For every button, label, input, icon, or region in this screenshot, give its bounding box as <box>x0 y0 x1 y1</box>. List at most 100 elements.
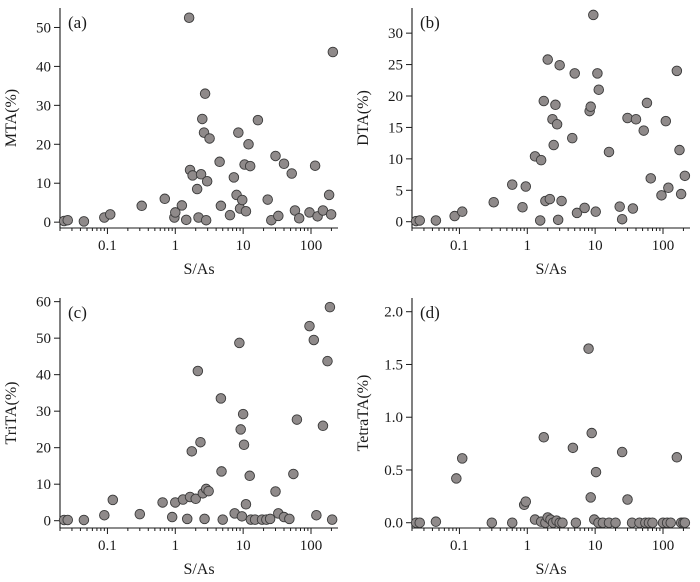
data-point-b <box>569 68 580 79</box>
data-point-d <box>610 517 621 528</box>
x-tick-label-c: 100 <box>300 538 323 554</box>
data-point-c <box>107 494 119 506</box>
y-axis-title-a: MTA(%) <box>3 89 20 147</box>
data-point-b <box>627 203 639 214</box>
data-point-b <box>579 202 590 214</box>
panel-label-c: (c) <box>68 303 87 322</box>
data-point-c <box>134 508 146 520</box>
data-point-d <box>590 466 602 478</box>
y-tick-label-d: 0.5 <box>384 463 403 479</box>
y-tick-label-a: 10 <box>36 176 51 192</box>
data-point-d <box>486 517 498 528</box>
data-point-d <box>557 517 568 528</box>
data-point-c <box>244 470 255 482</box>
data-point-b <box>616 213 628 225</box>
data-point-b <box>544 193 556 205</box>
data-point-b <box>430 215 442 226</box>
x-axis-title-c: S/As <box>183 561 214 578</box>
data-point-a <box>176 200 188 211</box>
data-point-a <box>243 139 254 150</box>
y-axis-title-d: TetraTA(%) <box>355 375 372 452</box>
data-point-b <box>506 179 518 190</box>
panel-label-b: (b) <box>420 13 440 32</box>
data-point-a <box>183 12 195 23</box>
data-point-b <box>679 170 691 182</box>
data-point-a <box>325 209 337 220</box>
data-point-a <box>278 158 290 170</box>
y-tick-label-b: 15 <box>388 120 403 136</box>
data-point-a <box>159 193 171 205</box>
data-point-c <box>317 420 329 432</box>
data-point-b <box>414 215 425 226</box>
data-point-a <box>309 160 321 171</box>
data-point-b <box>488 196 499 208</box>
data-point-b <box>660 115 672 127</box>
y-tick-label-b: 30 <box>388 26 403 42</box>
x-tick-label-b: 100 <box>652 238 675 254</box>
panel-label-a: (a) <box>68 13 87 32</box>
data-point-a <box>228 172 240 183</box>
x-tick-label-d: 10 <box>588 538 603 554</box>
x-axis-title-d: S/As <box>535 561 566 578</box>
x-tick-label-b: 1 <box>524 238 532 254</box>
data-point-d <box>506 517 518 528</box>
data-point-c <box>322 355 333 367</box>
x-tick-label-b: 10 <box>588 238 603 254</box>
y-tick-label-a: 40 <box>36 59 51 75</box>
data-point-a <box>199 88 211 99</box>
x-tick-label-b: 0.1 <box>450 238 469 254</box>
data-point-c <box>195 436 206 448</box>
data-point-b <box>567 132 578 144</box>
data-point-a <box>170 207 181 218</box>
data-point-b <box>520 181 532 192</box>
data-point-b <box>585 101 596 112</box>
data-point-d <box>583 343 594 354</box>
data-point-a <box>214 156 225 168</box>
data-point-c <box>291 414 303 425</box>
y-tick-label-c: 20 <box>36 441 51 457</box>
data-point-b <box>535 154 547 166</box>
data-point-b <box>571 207 583 219</box>
data-point-a <box>270 150 281 162</box>
data-point-b <box>663 182 674 194</box>
y-tick-label-d: 1.0 <box>384 410 403 426</box>
panel-c: 0.1 1 10 100 0 10 20 30 40 50 60 S/As TriTA(%) (c) <box>3 295 338 578</box>
data-point-c <box>186 446 198 457</box>
panel-label-d: (d) <box>420 303 440 322</box>
data-point-b <box>538 95 550 107</box>
x-axis-title-b: S/As <box>535 261 566 278</box>
data-point-b <box>550 99 561 111</box>
panel-b: 0.1 1 10 100 0 5 10 15 20 25 30 S/As DTA(%) (b) <box>355 8 691 278</box>
data-point-c <box>284 513 295 525</box>
y-tick-label-c: 50 <box>36 331 51 347</box>
y-tick-label-c: 0 <box>44 514 52 530</box>
data-point-d <box>679 517 691 528</box>
data-point-b <box>645 173 657 184</box>
data-point-b <box>641 97 653 109</box>
data-point-a <box>204 133 215 144</box>
data-point-c <box>240 499 252 510</box>
y-tick-label-c: 30 <box>36 404 51 420</box>
data-point-d <box>616 446 628 458</box>
x-tick-label-c: 10 <box>236 538 251 554</box>
data-point-c <box>217 514 228 525</box>
data-point-b <box>614 201 625 212</box>
data-point-c <box>234 337 245 349</box>
data-point-b <box>638 125 649 136</box>
data-point-a <box>200 214 212 226</box>
data-point-d <box>622 494 633 505</box>
y-tick-label-c: 40 <box>36 368 51 384</box>
y-tick-label-b: 20 <box>388 89 403 105</box>
data-point-c <box>192 365 204 377</box>
y-tick-label-a: 0 <box>44 215 52 231</box>
panel-a: 0.1 1 10 100 0 10 20 30 40 50 S/As MTA(%) (a) <box>3 8 339 278</box>
y-tick-label-c: 60 <box>36 295 51 311</box>
data-point-a <box>273 210 284 222</box>
data-point-c <box>237 408 249 420</box>
data-point-c <box>236 511 248 522</box>
data-point-c <box>288 468 299 480</box>
data-point-b <box>588 9 599 21</box>
data-point-a <box>180 214 192 226</box>
data-point-c <box>326 514 338 525</box>
